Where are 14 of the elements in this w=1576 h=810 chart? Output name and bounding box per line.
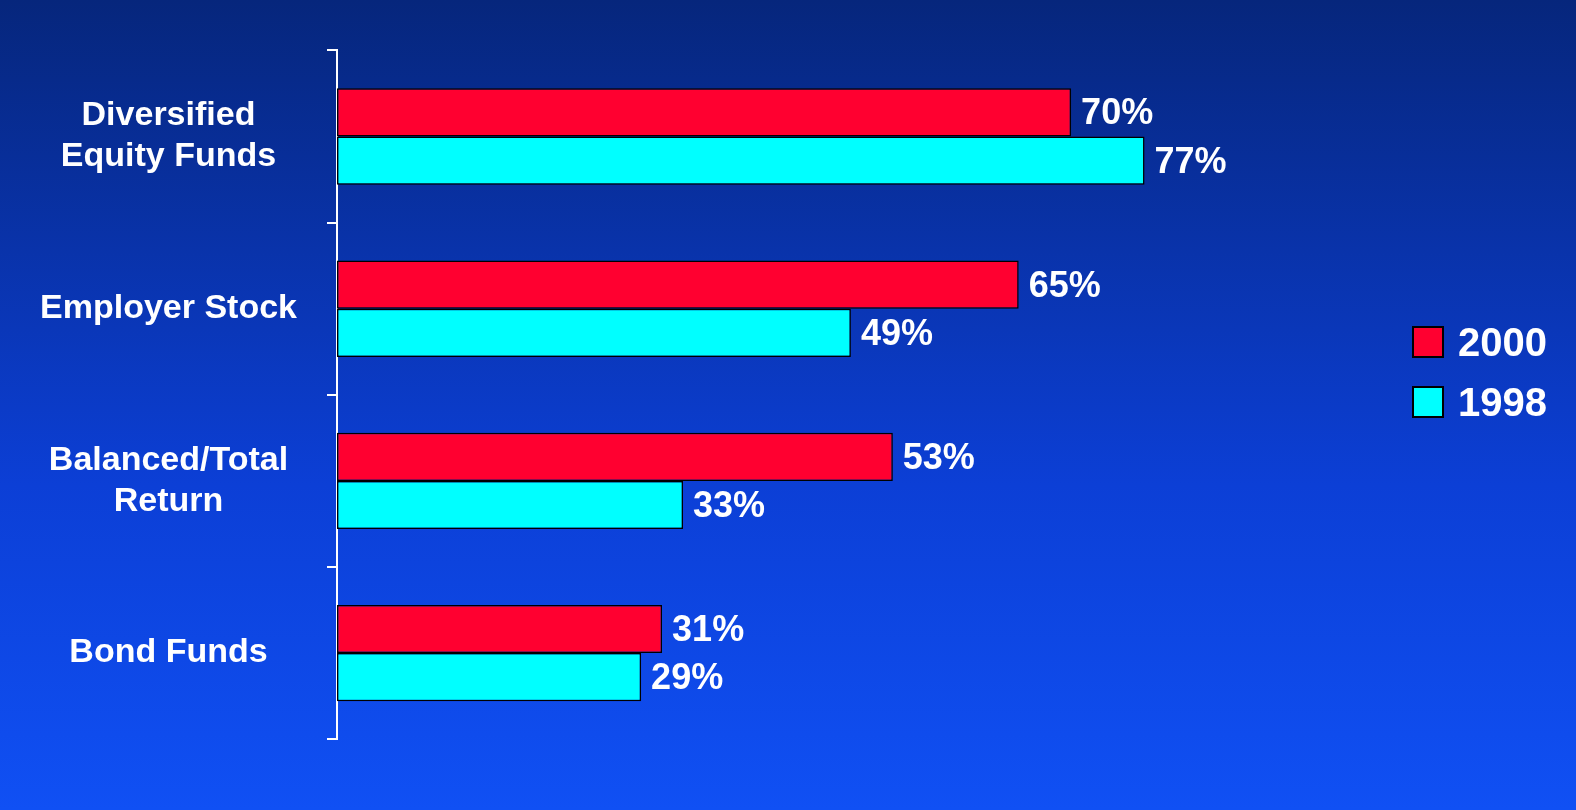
y-tick-label: Balanced/Total Return [48, 438, 289, 518]
data-label: 31% [672, 607, 745, 649]
data-label: 33% [693, 483, 766, 525]
data-label: 77% [1154, 139, 1227, 181]
data-label: 70% [1081, 91, 1154, 133]
y-tick-label: Diversified Equity Funds [60, 94, 277, 174]
data-label: 49% [860, 311, 933, 353]
text: 2000 [1458, 319, 1547, 365]
legend-label: 1998 [1458, 379, 1547, 425]
y-tick-label: Bond Funds [69, 631, 268, 670]
data-label: 65% [1028, 263, 1101, 305]
data-label: 53% [902, 435, 975, 477]
y-tick-label: Employer Stock [40, 287, 298, 326]
data-label: 29% [651, 656, 724, 698]
